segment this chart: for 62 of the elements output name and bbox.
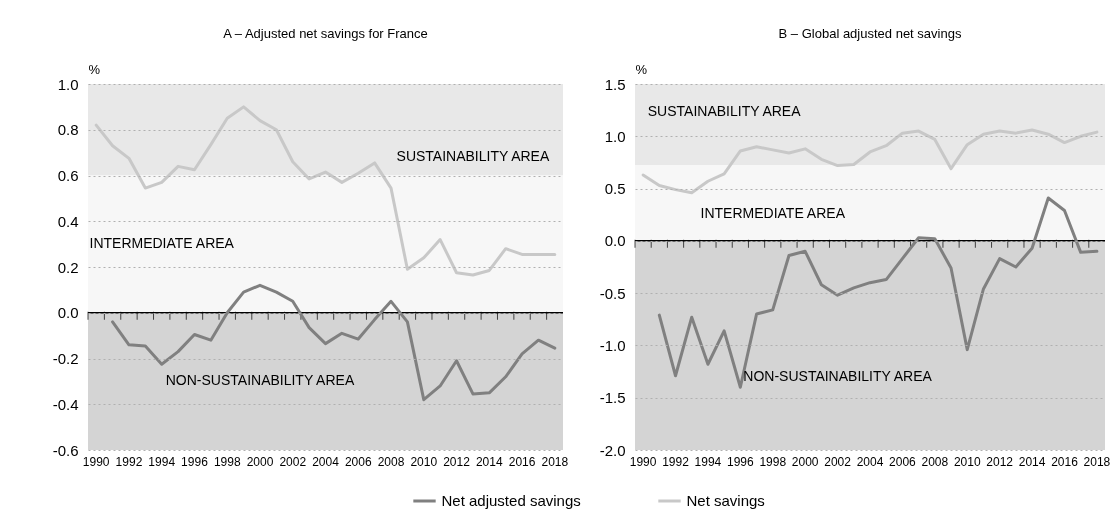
line-series bbox=[111, 283, 557, 402]
annotation: INTERMEDIATE AREA bbox=[700, 205, 846, 222]
annotation: NON-SUSTAINABILITY AREA bbox=[165, 372, 355, 389]
x-tick-label: 2000 bbox=[791, 454, 819, 469]
x-tick-label: 2016 bbox=[1051, 454, 1079, 469]
x-tick-label: 2002 bbox=[824, 454, 852, 469]
annotation: INTERMEDIATE AREA bbox=[89, 235, 235, 252]
x-tick-label: 2004 bbox=[856, 454, 884, 469]
y-tick-label: 0.8 bbox=[57, 121, 79, 139]
legend-label: Net savings bbox=[686, 492, 765, 509]
legend-label: Net adjusted savings bbox=[441, 492, 581, 509]
x-tick-label: 2012 bbox=[443, 454, 471, 469]
y-tick-label: -1.5 bbox=[599, 389, 626, 407]
x-tick-label: 2000 bbox=[246, 454, 274, 469]
y-tick-label: 0.6 bbox=[57, 167, 79, 184]
y-tick-label: 0.5 bbox=[604, 180, 626, 198]
x-tick-label: 2008 bbox=[921, 454, 949, 469]
x-tick-label: 2018 bbox=[1083, 454, 1111, 469]
y-tick-label: 1.5 bbox=[604, 75, 626, 93]
x-tick-label: 2012 bbox=[986, 454, 1014, 469]
annotation: NON-SUSTAINABILITY AREA bbox=[743, 367, 933, 384]
x-tick-label: 1994 bbox=[694, 454, 722, 469]
x-tick-label: 1996 bbox=[726, 454, 755, 469]
annotation: SUSTAINABILITY AREA bbox=[647, 103, 802, 120]
x-tick-label: 2014 bbox=[475, 454, 503, 469]
x-tick-label: 1992 bbox=[115, 454, 143, 469]
y-axis-title: % bbox=[635, 61, 648, 77]
y-tick-label: 0.2 bbox=[57, 258, 79, 276]
y-axis-title: % bbox=[88, 61, 101, 77]
x-tick-label: 2010 bbox=[410, 454, 438, 469]
x-tick-label: 2002 bbox=[279, 454, 307, 469]
chart-title: A – Adjusted net savings for France bbox=[223, 26, 428, 41]
y-tick-label: 1.0 bbox=[57, 75, 79, 93]
x-tick-label: 1990 bbox=[82, 454, 110, 469]
y-tick-label: -1.0 bbox=[599, 336, 626, 354]
x-tick-label: 1998 bbox=[759, 454, 787, 469]
x-tick-label: 2018 bbox=[541, 454, 569, 469]
x-tick-label: 2008 bbox=[377, 454, 405, 469]
x-tick-label: 1996 bbox=[181, 454, 209, 469]
y-tick-label: -2.0 bbox=[599, 441, 626, 459]
x-tick-label: 2016 bbox=[508, 454, 536, 469]
x-tick-label: 2006 bbox=[889, 454, 917, 469]
y-tick-label: -0.6 bbox=[52, 441, 79, 459]
y-tick-label: 0.0 bbox=[604, 232, 626, 250]
x-tick-label: 2010 bbox=[953, 454, 981, 469]
chart-title: B – Global adjusted net savings bbox=[778, 26, 962, 41]
x-tick-label: 1994 bbox=[148, 454, 176, 469]
x-tick-label: 2006 bbox=[344, 454, 372, 469]
line-series bbox=[641, 128, 1099, 195]
x-tick-label: 1990 bbox=[629, 454, 657, 469]
y-tick-label: 1.0 bbox=[604, 127, 626, 145]
y-tick-label: -0.5 bbox=[599, 284, 626, 302]
x-tick-label: 1998 bbox=[213, 454, 241, 469]
y-tick-label: -0.2 bbox=[52, 350, 79, 367]
x-tick-label: 1992 bbox=[662, 454, 690, 469]
annotation: SUSTAINABILITY AREA bbox=[396, 148, 550, 165]
y-tick-label: 0.0 bbox=[57, 304, 79, 322]
y-tick-label: 0.4 bbox=[57, 212, 79, 230]
y-tick-label: -0.4 bbox=[52, 395, 79, 413]
line-series bbox=[657, 196, 1099, 389]
x-tick-label: 2004 bbox=[312, 454, 340, 469]
x-tick-label: 2014 bbox=[1018, 454, 1046, 469]
